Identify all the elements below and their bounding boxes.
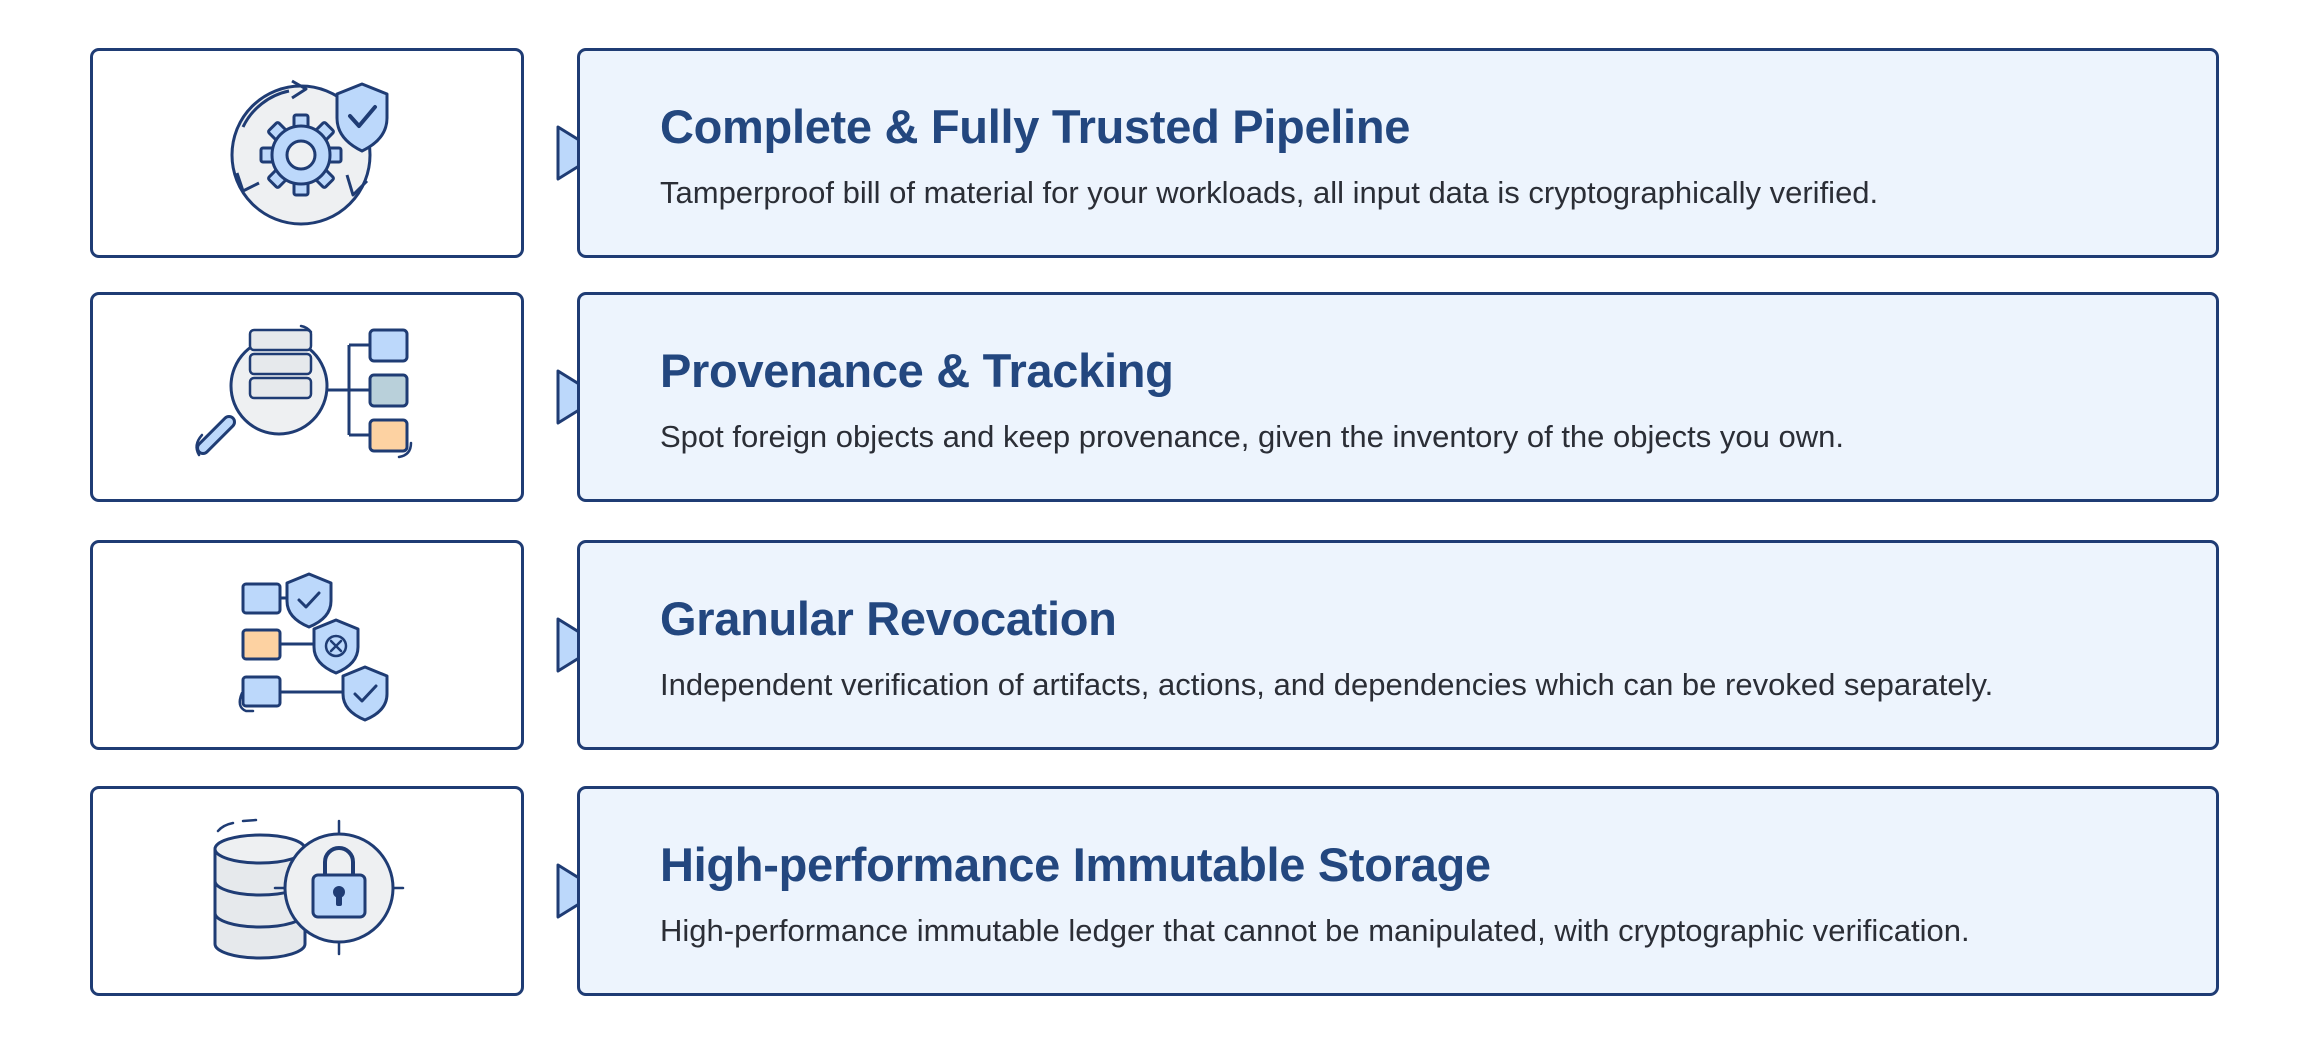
feature-row-pipeline: Complete & Fully Trusted Pipeline Tamper…	[0, 48, 2310, 258]
icon-card	[90, 786, 524, 996]
feature-panel: High-performance Immutable Storage High-…	[577, 786, 2219, 996]
feature-title: High-performance Immutable Storage	[660, 838, 1491, 891]
feature-row-provenance: Provenance & Tracking Spot foreign objec…	[0, 292, 2310, 502]
feature-description: Spot foreign objects and keep provenance…	[660, 419, 1844, 454]
feature-description: Independent verification of artifacts, a…	[660, 667, 1994, 702]
feature-description: Tamperproof bill of material for your wo…	[660, 175, 1879, 210]
feature-row-revocation: Granular Revocation Independent verifica…	[0, 540, 2310, 750]
feature-panel: Complete & Fully Trusted Pipeline Tamper…	[577, 48, 2219, 258]
revocation-shields-icon	[238, 572, 389, 722]
gear-shield-cycle-icon	[230, 79, 389, 226]
feature-title: Granular Revocation	[660, 592, 1117, 645]
database-lock-icon	[213, 818, 405, 960]
feature-panel: Provenance & Tracking Spot foreign objec…	[577, 292, 2219, 502]
feature-title: Complete & Fully Trusted Pipeline	[660, 100, 1411, 153]
icon-card	[90, 292, 524, 502]
feature-title: Provenance & Tracking	[660, 344, 1174, 397]
feature-panel: Granular Revocation Independent verifica…	[577, 540, 2219, 750]
icon-card	[90, 540, 524, 750]
feature-description: High-performance immutable ledger that c…	[660, 913, 1970, 948]
magnifier-inventory-tree-icon	[195, 324, 413, 459]
icon-card	[90, 48, 524, 258]
feature-row-storage: High-performance Immutable Storage High-…	[0, 786, 2310, 996]
